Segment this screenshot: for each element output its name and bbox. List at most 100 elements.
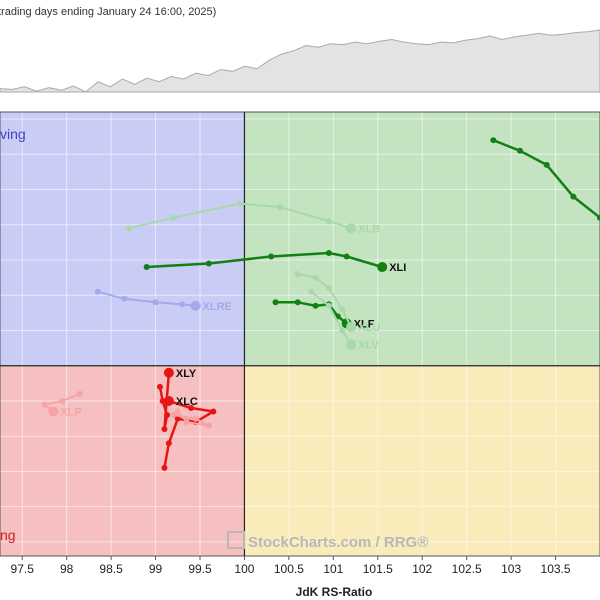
trail-point [161,426,168,433]
trail-point [152,299,159,306]
x-tick-label: 97.5 [11,562,35,576]
trail-point [343,253,350,260]
trail-xlu: XLU [294,271,380,334]
trail-point [277,204,283,211]
trail-point [121,295,128,302]
quadrant-improving [0,112,245,366]
x-tick-label: 102.5 [452,562,482,576]
trail-point [339,306,346,313]
trail-point [325,302,332,309]
trail-point [294,299,301,306]
trail-xlc: XLC [161,395,217,471]
benchmark-price-area [0,29,600,93]
trail-unlabeled [170,408,212,429]
trail-point [294,271,301,278]
trail-label-xli: XLI [389,262,406,274]
quadrant-lagging [0,365,245,556]
watermark: StockCharts.com / RRG® [227,531,428,551]
trail-point [308,288,315,295]
trail-point [312,302,319,309]
x-tick-label: 101 [323,562,343,576]
trail-point [312,274,319,281]
trail-point [174,415,181,422]
trail-point [59,397,66,404]
trail-point [237,200,243,207]
trail-point [570,193,577,200]
x-tick-label: 99 [149,562,163,576]
quadrant-label-lagging: ng [0,527,16,543]
trail-point [543,161,550,168]
trail-point [517,147,523,154]
trail-label-xlb: XLB [358,223,380,235]
rrg-chart: ving ng StockCharts.com / RRG® XLB XLI XLF… [0,111,600,599]
trail-point [143,264,150,271]
trail-point [325,218,332,225]
trail-xlp: XLP [41,390,83,419]
trail-point [165,440,172,447]
trail-xlre: XLRE [94,288,232,313]
trail-point [325,285,332,292]
x-tick-label: 100 [234,562,254,576]
trail-xly: XLY [157,367,197,433]
trail-head-xlre[interactable] [190,300,201,311]
benchmark-overview-chart [0,24,600,108]
quadrant-label-improving: ving [0,126,26,142]
trail-xlb: XLB [125,200,380,235]
trail-xli: XLI [143,249,406,274]
trail-head-xlu[interactable] [346,321,357,332]
plot-border [0,111,600,557]
trail-xlv: XLV [308,288,379,352]
trail-point [339,327,346,334]
trail-unlabeled [490,137,600,221]
trail-head-unlabeled[interactable] [174,408,181,415]
trail-point [325,249,332,256]
trail-point [157,383,163,390]
trail-label-xlp: XLP [60,407,81,419]
trail-point [272,299,279,306]
trail-line-xlp [43,392,81,413]
header-date-range: trading days ending January 24 16:00, 20… [0,6,217,18]
trail-point [125,225,132,232]
trail-head-xli[interactable] [377,262,388,273]
watermark-logo-icon [227,531,245,549]
trail-point [77,390,83,397]
trail-label-xlf: XLF [354,318,375,330]
trail-point [41,401,48,408]
trail-label-xlu: XLU [358,322,380,334]
trail-point [210,408,217,415]
x-tick-label: 103 [501,562,521,576]
trail-label-xlc: XLC [176,396,198,408]
trail-point [179,301,186,308]
trail-point [164,412,171,419]
trail-label-xlv: XLV [358,340,379,352]
watermark-text: StockCharts.com / RRG® [248,534,428,551]
trail-head-xlb[interactable] [346,223,357,234]
trail-head-xlc[interactable] [163,395,174,406]
x-tick-label: 100.5 [274,562,304,576]
trail-point [161,464,168,471]
trail-line-xlv [310,290,353,346]
trail-point [268,253,275,260]
trail-point [170,214,177,221]
chart-header: trading days ending January 24 16:00, 20… [0,0,600,24]
trail-label-xly: XLY [176,368,197,380]
trail-point [170,412,177,419]
x-tick-label: 101.5 [363,562,393,576]
trail-head-xly[interactable] [163,367,174,378]
trail-point [205,422,212,429]
trail-head-unlabeled[interactable] [597,214,600,221]
trail-line-xlb [127,202,353,230]
trail-head-xlv[interactable] [346,339,357,350]
x-tick-label: 98.5 [99,562,123,576]
trail-line-xli [145,251,384,269]
trail-point [94,288,101,295]
x-axis-title: JdK RS-Ratio [296,585,373,599]
trail-head-xlp[interactable] [48,406,59,417]
trail-point [188,405,195,411]
trail-point [490,137,497,144]
trail-label-xlre: XLRE [203,301,232,313]
x-tick-label: 103.5 [541,562,571,576]
trail-point [192,415,199,422]
x-tick-label: 102 [412,562,432,576]
x-tick-label: 99.5 [188,562,212,576]
